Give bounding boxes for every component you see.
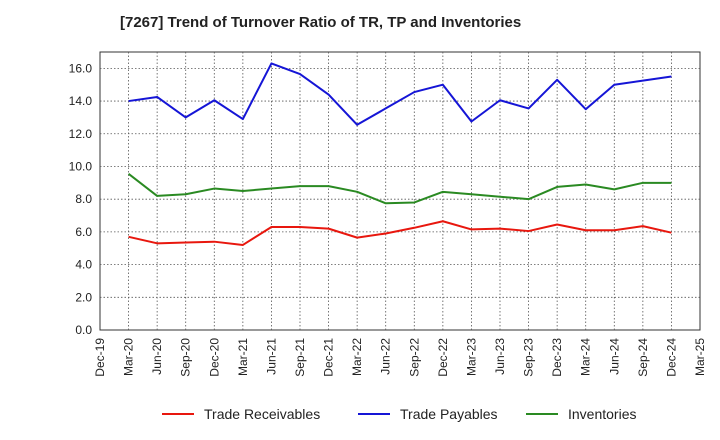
x-tick-label: Sep-20 bbox=[179, 338, 193, 377]
x-tick-label: Jun-22 bbox=[379, 338, 393, 375]
y-tick-label: 2.0 bbox=[75, 290, 92, 304]
x-tick-label: Mar-23 bbox=[464, 338, 478, 376]
series-line-trade-payables bbox=[128, 62, 672, 126]
x-tick-label: Mar-20 bbox=[122, 338, 136, 376]
legend-label: Inventories bbox=[568, 406, 636, 422]
x-tick-label: Mar-24 bbox=[579, 338, 593, 376]
plot-area bbox=[99, 51, 701, 331]
legend-label: Trade Payables bbox=[400, 406, 498, 422]
x-tick-label: Sep-21 bbox=[293, 338, 307, 377]
x-tick-label: Dec-20 bbox=[207, 338, 221, 377]
x-tick-label: Dec-19 bbox=[93, 338, 107, 377]
x-tick-label: Sep-22 bbox=[407, 338, 421, 377]
x-tick-label: Jun-23 bbox=[493, 338, 507, 375]
x-tick-label: Dec-24 bbox=[664, 338, 678, 377]
y-tick-label: 6.0 bbox=[75, 225, 92, 239]
x-tick-label: Sep-23 bbox=[522, 338, 536, 377]
y-tick-label: 8.0 bbox=[75, 192, 92, 206]
x-tick-label: Sep-24 bbox=[636, 338, 650, 377]
x-tick-label: Jun-21 bbox=[264, 338, 278, 375]
x-tick-label: Dec-21 bbox=[322, 338, 336, 377]
chart-title: [7267] Trend of Turnover Ratio of TR, TP… bbox=[120, 14, 522, 31]
x-tick-label: Dec-23 bbox=[550, 338, 564, 377]
x-tick-label: Jun-20 bbox=[150, 338, 164, 375]
x-tick-label: Dec-22 bbox=[436, 338, 450, 377]
x-tick-label: Mar-22 bbox=[350, 338, 364, 376]
x-tick-label: Mar-25 bbox=[693, 338, 707, 376]
x-tick-label: Mar-21 bbox=[236, 338, 250, 376]
y-tick-label: 16.0 bbox=[69, 61, 93, 75]
legend-label: Trade Receivables bbox=[204, 406, 320, 422]
y-tick-label: 10.0 bbox=[69, 159, 93, 173]
series-line-trade-receivables bbox=[128, 220, 672, 246]
y-tick-label: 4.0 bbox=[75, 258, 92, 272]
y-tick-label: 12.0 bbox=[69, 127, 93, 141]
y-tick-label: 0.0 bbox=[75, 323, 92, 337]
x-tick-label: Jun-24 bbox=[607, 338, 621, 375]
y-tick-label: 14.0 bbox=[69, 94, 93, 108]
series-line-inventories bbox=[127, 173, 672, 205]
